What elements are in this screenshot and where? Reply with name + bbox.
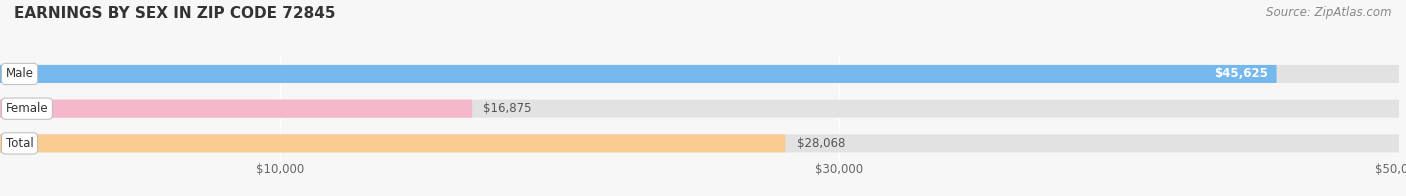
FancyBboxPatch shape — [0, 100, 472, 118]
Text: EARNINGS BY SEX IN ZIP CODE 72845: EARNINGS BY SEX IN ZIP CODE 72845 — [14, 6, 336, 21]
Text: $16,875: $16,875 — [484, 102, 531, 115]
Text: $45,625: $45,625 — [1215, 67, 1268, 81]
FancyBboxPatch shape — [0, 65, 1399, 83]
FancyBboxPatch shape — [0, 134, 1399, 152]
Text: Source: ZipAtlas.com: Source: ZipAtlas.com — [1267, 6, 1392, 19]
Text: Total: Total — [6, 137, 34, 150]
FancyBboxPatch shape — [0, 65, 1277, 83]
Text: Female: Female — [6, 102, 48, 115]
FancyBboxPatch shape — [0, 100, 1399, 118]
Text: Male: Male — [6, 67, 34, 81]
FancyBboxPatch shape — [0, 134, 786, 152]
Text: $28,068: $28,068 — [797, 137, 845, 150]
